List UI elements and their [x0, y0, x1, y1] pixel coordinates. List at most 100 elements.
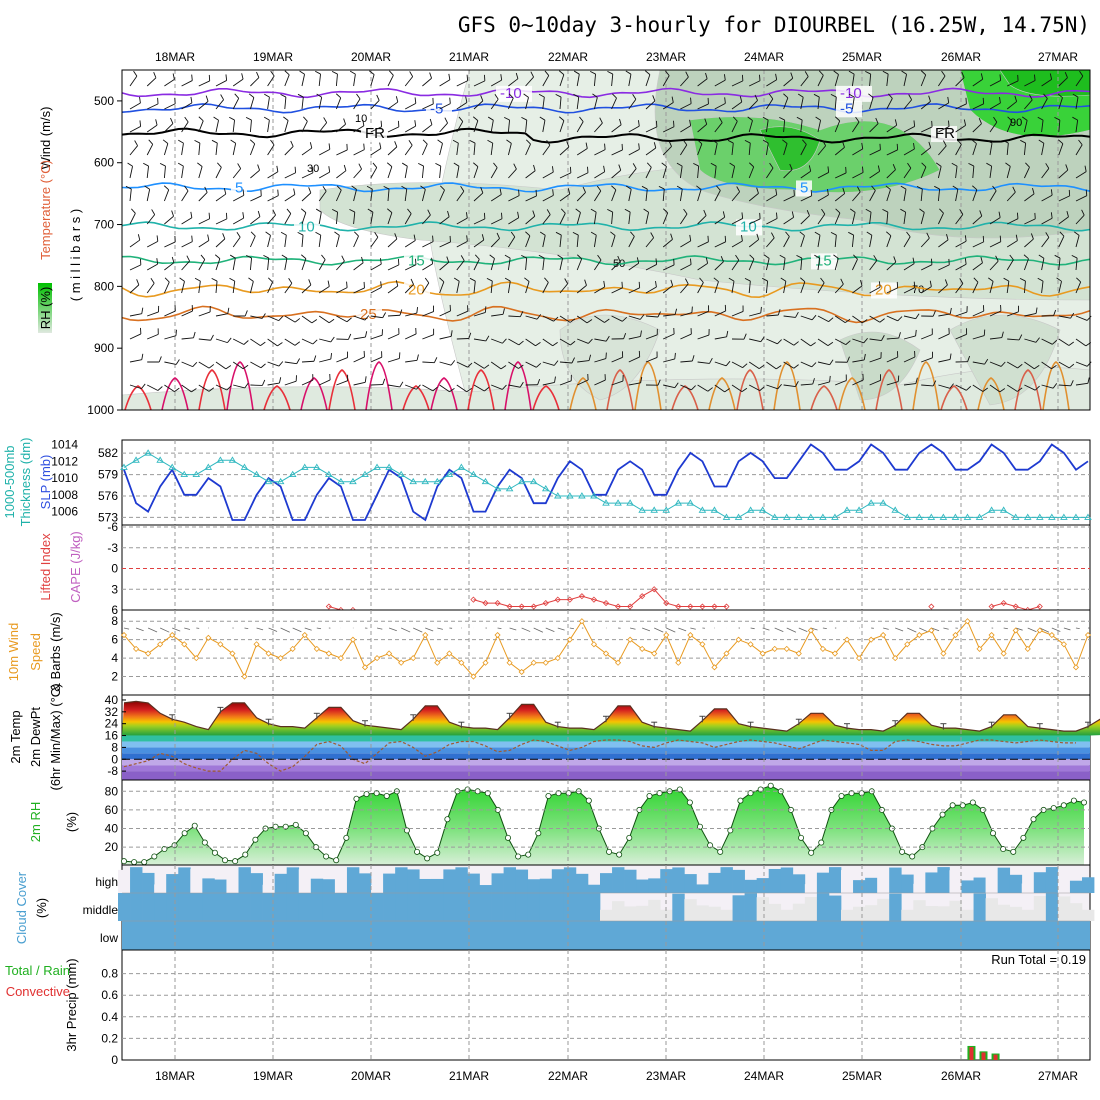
wind-barb — [421, 166, 425, 179]
wind-barb-flag — [848, 93, 855, 98]
wind-barb-10m — [123, 627, 130, 630]
bottom-date-label: 19MAR — [253, 1069, 293, 1083]
cloud-mid-cell — [455, 893, 468, 921]
wind-barb-flag — [894, 119, 898, 126]
cloud-high-cell — [503, 867, 516, 893]
wind-barb — [456, 191, 465, 202]
wind-barb — [163, 189, 170, 202]
wind-barb — [439, 361, 452, 366]
cloud-mid-cell — [648, 899, 661, 921]
wind-barb-flag — [754, 94, 758, 101]
wind-barb-flag — [524, 277, 530, 282]
wind-tick-label: 4 — [111, 651, 118, 665]
wind-barb — [491, 313, 504, 317]
cloud-mid-cell — [744, 893, 757, 921]
wind-barb — [542, 338, 553, 347]
wind-barb-flag — [768, 93, 774, 100]
cloud-mid-cell — [949, 900, 962, 921]
wind-barb-flag — [125, 185, 132, 190]
rh2m-point — [949, 802, 956, 809]
wind-barb — [800, 195, 812, 202]
wind-barb — [1058, 235, 1065, 248]
wind-barb-flag — [603, 280, 606, 287]
wind-barb-flag — [941, 70, 946, 77]
wind-barb-flag — [546, 140, 551, 146]
wind-barb-flag — [710, 162, 717, 167]
wind-barb — [731, 143, 734, 156]
cloud-mid-cell — [202, 893, 215, 921]
cloud-high-cell — [624, 869, 637, 893]
wind-speed-point — [265, 650, 272, 657]
wind-barb-flag — [932, 310, 936, 317]
isotherm-line — [121, 255, 1091, 266]
wind-barb — [938, 145, 947, 156]
wind-barb — [955, 103, 967, 110]
cloud-panel: Cloud Cover (%) high middle low — [14, 864, 1095, 951]
wind-barb — [129, 75, 138, 87]
wind-barb-flag — [579, 116, 584, 122]
wind-barb-flag — [1002, 139, 1009, 144]
wind-barb — [1075, 75, 1084, 87]
wind-barb — [507, 258, 511, 271]
cloud-high-cell — [612, 867, 625, 893]
wind-barb-flag — [288, 278, 293, 284]
temp-color-band — [122, 753, 1090, 760]
wind-barb-flag — [913, 143, 915, 150]
wind-barb-flag — [877, 165, 881, 172]
precip-convective-label: Convective — [6, 984, 70, 999]
wind-barb-flag — [408, 139, 413, 146]
wind-barb-flag — [935, 162, 942, 167]
wind-barb-flag — [703, 209, 707, 216]
wind-barb — [577, 338, 589, 344]
isotherm-label: 20 — [408, 281, 425, 298]
wind-barb-flag — [170, 117, 174, 124]
cloud-high-cell — [479, 885, 492, 893]
cloud-high-cell — [371, 885, 384, 893]
isotherm-label: -10 — [840, 85, 862, 102]
wind-barb-flag — [358, 163, 362, 170]
wind-barb — [301, 235, 304, 248]
wind-barb — [318, 190, 327, 202]
wind-speed-point — [1084, 631, 1092, 639]
wind-barb-flag — [716, 185, 721, 191]
cloud-high-cell — [431, 878, 444, 893]
cloud-high-cell — [539, 878, 553, 893]
thickness-point — [168, 463, 176, 470]
wind-barb — [232, 217, 244, 225]
wind-barb — [335, 74, 338, 87]
wind-speed-point — [554, 655, 561, 662]
wind-barb — [129, 213, 136, 225]
wind-barb-flag — [756, 233, 760, 240]
cloud-mid-cell — [467, 893, 480, 921]
wind-barb — [714, 143, 718, 156]
wind-barb — [972, 103, 984, 110]
wind-barb — [903, 189, 907, 202]
wind-barb-flag — [713, 277, 719, 282]
wind-barb-flag — [162, 139, 169, 144]
wind-barb — [594, 190, 602, 202]
wind-barb — [1075, 235, 1080, 248]
wind-barb-flag — [429, 118, 433, 125]
wind-barb — [576, 315, 588, 324]
wind-barb — [576, 235, 579, 248]
rh2m-point — [616, 851, 623, 858]
wind-speed-point — [855, 655, 863, 662]
wind-barb-flag — [521, 116, 527, 121]
thickness-point — [698, 506, 707, 513]
wind-barb — [284, 194, 296, 202]
wind-barb-flag — [341, 255, 345, 262]
wind-barb — [387, 264, 400, 271]
wind-speed-point — [337, 655, 344, 662]
wind-barb — [972, 189, 978, 202]
wind-barb-flag — [853, 254, 858, 260]
rh2m-axis-label: 2m RH — [28, 802, 43, 842]
wind-barb — [404, 76, 414, 87]
wind-barb — [508, 195, 520, 202]
wind-barb — [1007, 338, 1020, 341]
wind-barb-flag — [999, 235, 1002, 242]
wind-barb — [765, 120, 769, 133]
rh2m-point — [818, 839, 825, 846]
wind-barb-10m — [244, 627, 249, 629]
wind-barb-flag — [980, 73, 984, 80]
wind-barb-flag — [818, 70, 824, 76]
